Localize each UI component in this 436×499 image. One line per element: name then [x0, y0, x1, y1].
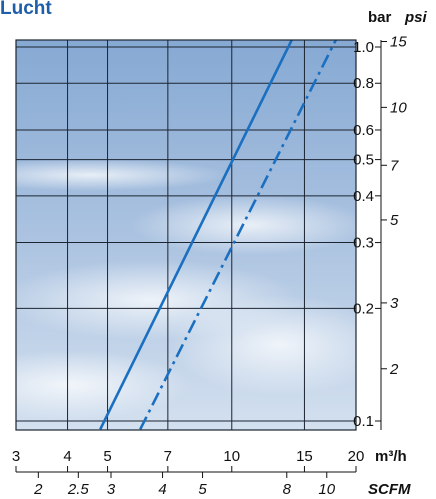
y-tick-label: 0.8: [353, 75, 374, 92]
y-tick-label: 1.0: [353, 39, 374, 56]
y2-tick-label: 10: [390, 99, 407, 116]
x2-tick-label: 8: [283, 481, 292, 498]
y-axis-label: bar: [368, 9, 392, 26]
x2-tick-label: 5: [198, 481, 207, 498]
y-tick-label: 0.1: [353, 413, 374, 430]
y-tick-label: 0.5: [353, 152, 374, 169]
y-tick-label: 0.3: [353, 235, 374, 252]
x2-tick-label: 2: [33, 481, 43, 498]
chart-title: Lucht: [0, 0, 52, 19]
y-axis-secondary-label: psi: [404, 9, 428, 26]
cloud-shape: [130, 195, 356, 255]
cloud-shape: [16, 159, 230, 191]
cloud-shape: [16, 350, 190, 420]
x-tick-label: 5: [103, 448, 111, 465]
y2-tick-label: 5: [390, 212, 399, 229]
x2-tick-label: 10: [318, 481, 335, 498]
x2-tick-label: 3: [107, 481, 116, 498]
cloud-shape: [170, 295, 356, 395]
x2-tick-label: 4: [158, 481, 166, 498]
x-axis-secondary-label: SCFM: [368, 481, 411, 498]
x-tick-label: 10: [223, 448, 240, 465]
series-line-dashdot: [139, 40, 338, 430]
series-line-solid: [99, 40, 294, 430]
y-axis: 0.1 0.2 0.3 0.4 0.5 0.6 0.8 1.0 2 3 5 7 10 15: [353, 33, 407, 430]
x-tick-label: 15: [296, 448, 313, 465]
plot-border: [15, 39, 357, 431]
y2-tick-label: 3: [390, 295, 399, 312]
y-tick-label: 0.2: [353, 300, 374, 317]
x-tick-label: 7: [164, 448, 172, 465]
y-tick-label: 0.6: [353, 122, 374, 139]
y-tick-label: 0.4: [353, 188, 374, 205]
y2-tick-label: 2: [389, 361, 399, 378]
x-axis: 3 4 5 7 10 15 20 m³/h 2 2.5 3 4 5 8 10 SCFM: [12, 448, 411, 498]
x-tick-label: 3: [12, 448, 20, 465]
x2-tick-label: 2.5: [67, 481, 90, 498]
plot-area: [16, 40, 356, 430]
x-tick-label: 20: [348, 448, 365, 465]
y2-tick-label: 15: [390, 33, 407, 50]
x-axis-label: m³/h: [375, 448, 407, 465]
x-tick-label: 4: [63, 448, 71, 465]
series-group: [99, 40, 338, 430]
y2-tick-label: 7: [390, 157, 399, 174]
